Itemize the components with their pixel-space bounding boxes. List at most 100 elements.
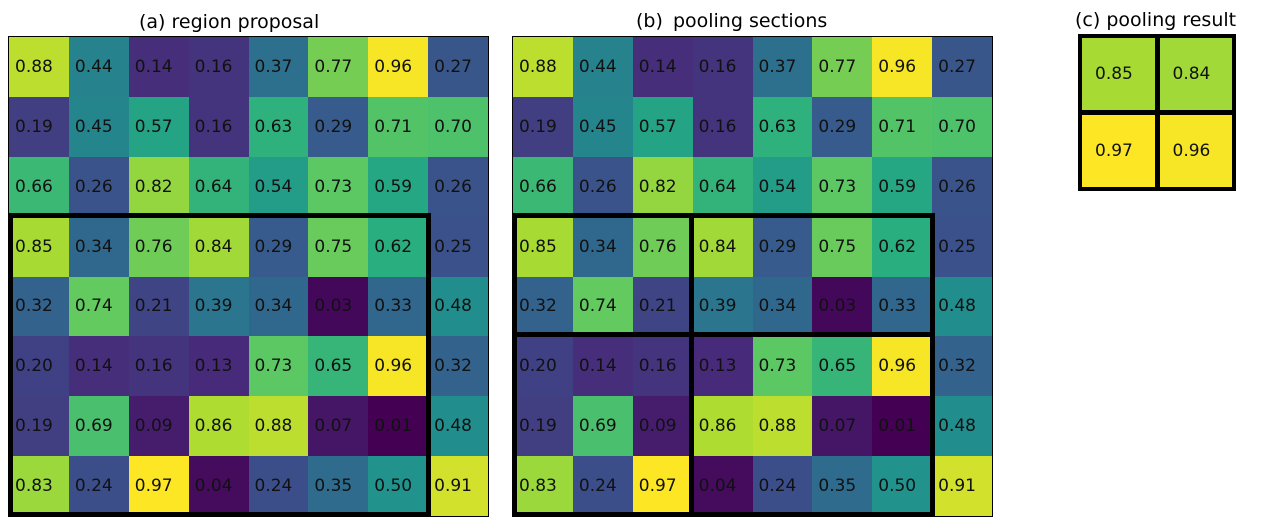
region-proposal-cell: 0.35 xyxy=(308,456,369,516)
region-proposal-cell: 0.29 xyxy=(308,96,369,157)
pooling-sections-cell: 0.76 xyxy=(632,216,693,277)
pooling-sections-cell: 0.85 xyxy=(513,216,573,277)
region-proposal-cell: 0.04 xyxy=(188,456,249,516)
pooling-sections-cell: 0.70 xyxy=(932,96,992,157)
region-proposal-cell: 0.16 xyxy=(128,336,189,397)
panel-c-label: (c) xyxy=(1075,9,1101,31)
region-proposal-cell: 0.24 xyxy=(248,456,309,516)
pooling-sections-cell: 0.19 xyxy=(513,396,573,457)
region-proposal-cell: 0.14 xyxy=(128,37,189,97)
region-proposal-cell: 0.88 xyxy=(248,396,309,457)
region-proposal-cell: 0.29 xyxy=(248,216,309,277)
pooling-sections-cell: 0.82 xyxy=(632,156,693,217)
pooling-sections-cell: 0.24 xyxy=(572,456,633,516)
panel-b-label: (b) xyxy=(636,10,663,32)
pooling-result-cell: 0.97 xyxy=(1082,115,1155,187)
region-proposal-cell: 0.01 xyxy=(368,396,429,457)
region-proposal-cell: 0.57 xyxy=(128,96,189,157)
pooling-sections-cell: 0.37 xyxy=(752,37,813,97)
region-proposal-cell: 0.70 xyxy=(428,96,488,157)
pooling-sections-cell: 0.19 xyxy=(513,96,573,157)
pooling-sections-cell: 0.24 xyxy=(752,456,813,516)
region-proposal-cell: 0.27 xyxy=(428,37,488,97)
region-proposal-cell: 0.48 xyxy=(428,276,488,337)
pooling-sections-cell: 0.48 xyxy=(932,276,992,337)
pooling-sections-cell: 0.50 xyxy=(872,456,933,516)
region-proposal-cell: 0.20 xyxy=(9,336,69,397)
region-proposal-cell: 0.26 xyxy=(68,156,129,217)
pooling-sections-cell: 0.25 xyxy=(932,216,992,277)
panel-b-title: (b) pooling sections xyxy=(636,10,827,32)
pooling-sections-cell: 0.20 xyxy=(513,336,573,397)
pooling-sections-cell: 0.39 xyxy=(692,276,753,337)
pooling-sections-cell: 0.21 xyxy=(632,276,693,337)
region-proposal-cell: 0.82 xyxy=(128,156,189,217)
panel-a-title: (a) region proposal xyxy=(139,11,319,33)
pooling-sections-cell: 0.64 xyxy=(692,156,753,217)
region-proposal-cell: 0.24 xyxy=(68,456,129,516)
region-proposal-cell: 0.86 xyxy=(188,396,249,457)
region-proposal-cell: 0.50 xyxy=(368,456,429,516)
region-proposal-cell: 0.39 xyxy=(188,276,249,337)
region-proposal-cell: 0.71 xyxy=(368,96,429,157)
region-proposal-cell: 0.59 xyxy=(368,156,429,217)
region-proposal-cell: 0.33 xyxy=(368,276,429,337)
pooling-result-cell: 0.84 xyxy=(1159,38,1232,110)
region-proposal-cell: 0.16 xyxy=(188,37,249,97)
pooling-sections-cell: 0.16 xyxy=(692,96,753,157)
pooling-sections-cell: 0.96 xyxy=(872,336,933,397)
region-proposal-cell: 0.85 xyxy=(9,216,69,277)
pooling-result-grid: 0.85 0.84 0.97 0.96 xyxy=(1078,34,1236,191)
pooling-sections-cell: 0.88 xyxy=(513,37,573,97)
region-proposal-cell: 0.88 xyxy=(9,37,69,97)
region-proposal-cell: 0.97 xyxy=(128,456,189,516)
pooling-sections-cell: 0.73 xyxy=(752,336,813,397)
pooling-sections-cell: 0.35 xyxy=(812,456,873,516)
region-proposal-cell: 0.62 xyxy=(368,216,429,277)
region-proposal-cell: 0.73 xyxy=(248,336,309,397)
region-proposal-cell: 0.44 xyxy=(68,37,129,97)
pooling-sections-cell: 0.09 xyxy=(632,396,693,457)
region-proposal-cell: 0.74 xyxy=(68,276,129,337)
pooling-sections-cell: 0.16 xyxy=(692,37,753,97)
pooling-sections-cell: 0.75 xyxy=(812,216,873,277)
pooling-sections-cell: 0.69 xyxy=(572,396,633,457)
pooling-sections-cell: 0.33 xyxy=(872,276,933,337)
pooling-result-cell: 0.96 xyxy=(1159,115,1232,187)
region-proposal-cell: 0.16 xyxy=(188,96,249,157)
pooling-sections-cell: 0.63 xyxy=(752,96,813,157)
pooling-sections-cell: 0.13 xyxy=(692,336,753,397)
region-proposal-cell: 0.54 xyxy=(248,156,309,217)
region-proposal-cell: 0.25 xyxy=(428,216,488,277)
panel-b-title-text: pooling sections xyxy=(672,10,828,32)
pooling-sections-cell: 0.01 xyxy=(872,396,933,457)
region-proposal-cell: 0.07 xyxy=(308,396,369,457)
pooling-sections-cell: 0.34 xyxy=(752,276,813,337)
pooling-sections-cell: 0.88 xyxy=(752,396,813,457)
pooling-sections-cell: 0.73 xyxy=(812,156,873,217)
region-proposal-cell: 0.19 xyxy=(9,396,69,457)
pooling-sections-cell: 0.86 xyxy=(692,396,753,457)
pooling-result-cell: 0.85 xyxy=(1082,38,1155,110)
region-proposal-cell: 0.32 xyxy=(428,336,488,397)
pooling-sections-cell: 0.27 xyxy=(932,37,992,97)
panel-a-label: (a) xyxy=(139,11,166,33)
pooling-sections-cell: 0.48 xyxy=(932,396,992,457)
pooling-sections-cell: 0.54 xyxy=(752,156,813,217)
pooling-sections-cell: 0.26 xyxy=(572,156,633,217)
region-proposal-cell: 0.69 xyxy=(68,396,129,457)
pooling-sections-cell: 0.59 xyxy=(872,156,933,217)
pooling-sections-cell: 0.03 xyxy=(812,276,873,337)
panel-c-title: (c) pooling result xyxy=(1075,9,1236,31)
region-proposal-cell: 0.64 xyxy=(188,156,249,217)
region-proposal-cell: 0.34 xyxy=(68,216,129,277)
pooling-sections-cell: 0.62 xyxy=(872,216,933,277)
region-proposal-cell: 0.32 xyxy=(9,276,69,337)
region-proposal-cell: 0.45 xyxy=(68,96,129,157)
region-proposal-cell: 0.75 xyxy=(308,216,369,277)
region-proposal-cell: 0.13 xyxy=(188,336,249,397)
region-proposal-cell: 0.21 xyxy=(128,276,189,337)
pooling-sections-cell: 0.71 xyxy=(872,96,933,157)
region-proposal-cell: 0.96 xyxy=(368,336,429,397)
pooling-sections-cell: 0.96 xyxy=(872,37,933,97)
